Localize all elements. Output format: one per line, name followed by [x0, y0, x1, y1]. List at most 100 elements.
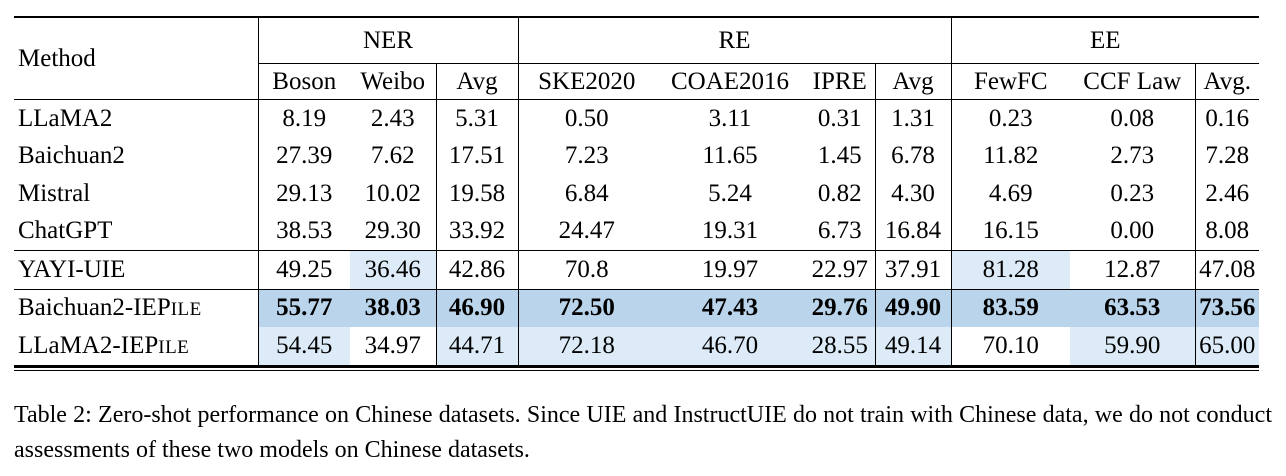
- table-row: Baichuan2-IEPILE 55.77 38.03 46.90 72.50 47.4…: [14, 288, 1260, 327]
- method-cell: LLaMA2: [14, 99, 259, 138]
- data-cell: 55.77: [258, 288, 350, 327]
- data-cell: 8.19: [282, 104, 327, 132]
- data-cell: 0.08: [1110, 104, 1155, 132]
- table-row: Baichuan2 27.39 7.62 17.51 7.23 11.65 1.45 6.78…: [14, 137, 1260, 175]
- method-label: ChatGPT: [18, 217, 113, 245]
- data-cell: 5.31: [435, 99, 518, 138]
- data-cell: 6.73: [817, 217, 862, 245]
- method-label: LLaMA2-IEP: [18, 331, 159, 359]
- group-header-ee: EE: [950, 17, 1260, 64]
- data-cell: 36.46: [350, 250, 436, 289]
- data-cell: 17.51: [435, 137, 518, 175]
- data-cell: 72.18: [517, 327, 655, 366]
- data-cell: 11.65: [702, 142, 758, 170]
- col-header-re-avg: Avg: [874, 63, 952, 100]
- data-cell: 29.76: [805, 288, 875, 327]
- group-header-ner: NER: [258, 17, 518, 64]
- bottom-double-rule: [14, 370, 1259, 371]
- data-cell: 3.11: [708, 104, 752, 132]
- table-row: Mistral 29.13 10.02 19.58 6.84 5.24 0.82 4.30 4.…: [14, 175, 1260, 213]
- method-label-smallcaps: ILE: [158, 336, 190, 358]
- data-cell: 49.25: [258, 250, 350, 289]
- data-cell: 19.58: [435, 175, 518, 213]
- col-header-boson: Boson: [258, 63, 350, 100]
- data-cell: 19.31: [701, 217, 759, 245]
- data-cell: 38.53: [276, 217, 333, 245]
- col-header-ee-avg: Avg.: [1194, 63, 1260, 100]
- data-cell: 0.00: [1110, 217, 1155, 245]
- data-cell: 11.82: [950, 137, 1071, 175]
- col-header-weibo: Weibo: [350, 63, 436, 100]
- data-cell: 0.31: [817, 104, 862, 132]
- header-group-row: Method NER RE EE: [14, 17, 1260, 100]
- data-cell: 73.56: [1194, 288, 1260, 327]
- data-cell: 47.08: [1194, 250, 1260, 289]
- data-cell: 37.91: [874, 250, 952, 289]
- data-cell: 44.71: [435, 327, 518, 366]
- data-cell: 59.90: [1070, 327, 1196, 366]
- results-table-container: Method NER RE EE Boson Weibo Avg SKE2020…: [14, 16, 1260, 371]
- method-cell: Baichuan2: [14, 137, 259, 175]
- data-cell: 70.10: [950, 327, 1071, 366]
- data-cell: 29.13: [276, 179, 333, 207]
- data-cell: 24.47: [517, 212, 655, 251]
- method-cell: Mistral: [14, 175, 259, 213]
- data-cell: 38.03: [350, 288, 436, 327]
- method-cell: ChatGPT: [14, 212, 259, 251]
- data-cell: 22.97: [805, 250, 875, 289]
- results-table: Method NER RE EE Boson Weibo Avg SKE2020…: [14, 16, 1260, 368]
- data-cell: 42.86: [435, 250, 518, 289]
- header-sub-row: Boson Weibo Avg SKE2020 COAE2016 IPRE Av…: [14, 63, 1260, 100]
- data-cell: 63.53: [1070, 288, 1196, 327]
- data-cell: 0.16: [1194, 99, 1260, 138]
- data-cell: 12.87: [1070, 250, 1196, 289]
- col-header-ske2020: SKE2020: [517, 63, 655, 100]
- data-cell: 81.28: [950, 250, 1071, 289]
- data-cell: 72.50: [517, 288, 655, 327]
- data-cell: 2.43: [370, 104, 415, 132]
- data-cell: 49.14: [874, 327, 952, 366]
- col-header-coae2016: COAE2016: [655, 63, 805, 100]
- data-cell: 6.84: [517, 175, 655, 213]
- data-cell: 47.43: [655, 288, 805, 327]
- method-label-smallcaps: ILE: [170, 299, 202, 321]
- data-cell: 27.39: [276, 142, 333, 170]
- data-cell: 46.70: [655, 327, 805, 366]
- table-row: LLaMA2-IEPILE 54.45 34.97 44.71 72.18 46.70 28…: [14, 327, 1260, 366]
- group-header-re: RE: [517, 17, 952, 64]
- data-cell: 28.55: [805, 327, 875, 366]
- data-cell: 2.46: [1194, 175, 1260, 213]
- data-cell: 6.78: [874, 137, 952, 175]
- data-cell: 34.97: [364, 331, 421, 359]
- col-header-ner-avg: Avg: [435, 63, 518, 100]
- method-label: YAYI-UIE: [18, 255, 126, 283]
- data-cell: 5.24: [708, 179, 752, 207]
- data-cell: 4.69: [950, 175, 1071, 213]
- col-header-ccf-law: CCF Law: [1070, 63, 1196, 100]
- data-cell: 7.62: [370, 142, 415, 170]
- data-cell: 33.92: [435, 212, 518, 251]
- data-cell: 46.90: [435, 288, 518, 327]
- table-body: LLaMA2 8.19 2.43 5.31 0.50 3.11 0.31 1.31 0.23 0.…: [14, 99, 1260, 366]
- table-caption: Table 2: Zero-shot performance on Chines…: [14, 402, 1272, 463]
- data-cell: 70.8: [517, 250, 655, 289]
- method-cell: YAYI-UIE: [14, 250, 259, 289]
- method-cell: LLaMA2-IEPILE: [14, 327, 259, 366]
- data-cell: 7.28: [1194, 137, 1260, 175]
- data-cell: 54.45: [258, 327, 350, 366]
- method-cell: Baichuan2-IEPILE: [14, 288, 259, 327]
- data-cell: 7.23: [517, 137, 655, 175]
- data-cell: 19.97: [655, 250, 805, 289]
- col-header-ipre: IPRE: [805, 63, 875, 100]
- table-row: LLaMA2 8.19 2.43 5.31 0.50 3.11 0.31 1.31 0.23 0.…: [14, 99, 1260, 138]
- method-label: Baichuan2-IEP: [18, 294, 171, 322]
- table-row: YAYI-UIE 49.25 36.46 42.86 70.8 19.97 22.97 37.…: [14, 250, 1260, 289]
- data-cell: 29.30: [364, 217, 421, 245]
- data-cell: 16.15: [950, 212, 1071, 251]
- data-cell: 0.50: [517, 99, 655, 138]
- data-cell: 1.45: [817, 142, 862, 170]
- data-cell: 83.59: [950, 288, 1071, 327]
- data-cell: 49.90: [874, 288, 952, 327]
- data-cell: 65.00: [1194, 327, 1260, 366]
- method-label: Baichuan2: [18, 142, 125, 170]
